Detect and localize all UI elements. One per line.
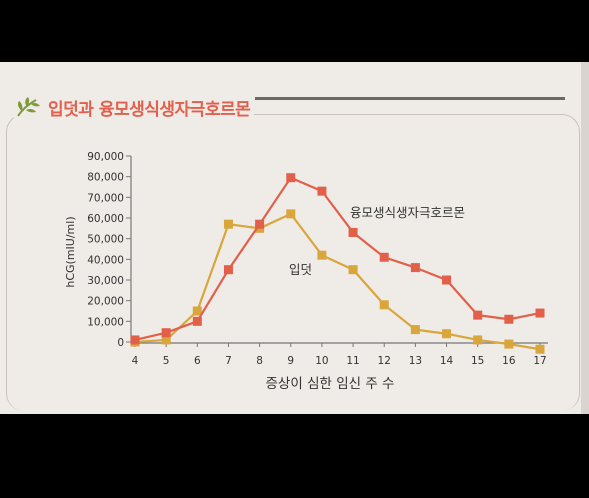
x-tick-label: 7 <box>225 355 232 367</box>
data-point-hcg <box>442 275 452 285</box>
data-point-morning-sickness <box>223 219 233 229</box>
y-tick-label: 50,000 <box>87 234 124 246</box>
data-point-morning-sickness <box>286 209 296 219</box>
x-tick-label: 14 <box>440 355 454 367</box>
data-point-morning-sickness <box>317 250 327 260</box>
data-point-morning-sickness <box>504 339 514 349</box>
series-line-hcg <box>134 176 541 342</box>
data-point-hcg <box>192 316 202 326</box>
data-point-hcg <box>161 328 171 338</box>
data-point-hcg <box>473 310 483 320</box>
y-tick-label: 20,000 <box>87 296 124 308</box>
x-tick-label: 16 <box>502 355 516 367</box>
data-point-morning-sickness <box>442 329 452 339</box>
data-point-hcg <box>379 252 389 262</box>
y-tick-label: 30,000 <box>87 275 124 287</box>
x-tick-label: 12 <box>378 355 391 367</box>
series-label-hcg: 융모생식생자극호르몬 <box>350 205 465 220</box>
chart-title: 입덧과 융모생식생자극호르몬 <box>48 99 251 120</box>
x-tick-label: 8 <box>256 355 263 367</box>
chart-axes: 0 10,000 20,000 30,000 40,000 50,000 60,000 70,… <box>87 151 548 367</box>
y-tick-label: 90,000 <box>87 151 124 163</box>
chart-series <box>130 173 545 354</box>
x-tick-label: 13 <box>409 355 422 367</box>
data-point-morning-sickness <box>410 325 420 335</box>
x-tick-label: 11 <box>346 355 359 367</box>
x-tick-label: 10 <box>315 355 328 367</box>
figure-frame <box>6 114 580 411</box>
x-axis-title: 증상이 심한 임신 주 수 <box>266 376 395 392</box>
data-point-hcg <box>223 265 233 275</box>
y-tick-label: 40,000 <box>87 254 124 266</box>
x-tick-label: 4 <box>132 355 139 367</box>
y-tick-label: 70,000 <box>87 192 124 204</box>
page: 입덧과 융모생식생자극호르몬 <box>0 62 589 414</box>
leaf-icon <box>17 97 40 117</box>
data-point-morning-sickness <box>348 265 358 275</box>
data-point-hcg <box>348 227 358 237</box>
data-point-morning-sickness <box>535 344 545 354</box>
x-tick-label: 9 <box>287 355 294 367</box>
x-tick-label: 6 <box>194 355 201 367</box>
data-point-hcg <box>410 263 420 273</box>
y-tick-label: 80,000 <box>87 172 124 184</box>
page-edge <box>581 62 589 414</box>
y-tick-label: 10,000 <box>87 316 124 328</box>
data-point-hcg <box>255 219 265 229</box>
data-point-hcg <box>535 308 545 318</box>
figure-heading: 입덧과 융모생식생자극호르몬 <box>14 95 255 120</box>
data-point-morning-sickness <box>192 306 202 316</box>
y-axis-title: hCG(mIU/ml) <box>64 216 77 287</box>
data-point-morning-sickness <box>379 300 389 310</box>
series-line-morning-sickness <box>134 212 541 351</box>
data-point-morning-sickness <box>161 335 171 345</box>
data-point-morning-sickness <box>473 335 483 345</box>
heading-rule <box>255 97 565 100</box>
data-point-hcg <box>504 314 514 324</box>
y-tick-label: 0 <box>117 337 124 349</box>
x-tick-label: 17 <box>533 355 546 367</box>
series-label-morning-sickness: 입덧 <box>289 262 312 277</box>
data-point-hcg <box>317 186 327 196</box>
data-point-hcg <box>130 335 140 345</box>
y-tick-label: 60,000 <box>87 213 124 225</box>
x-tick-label: 5 <box>163 355 170 367</box>
x-tick-label: 15 <box>471 355 484 367</box>
data-point-hcg <box>286 173 296 183</box>
